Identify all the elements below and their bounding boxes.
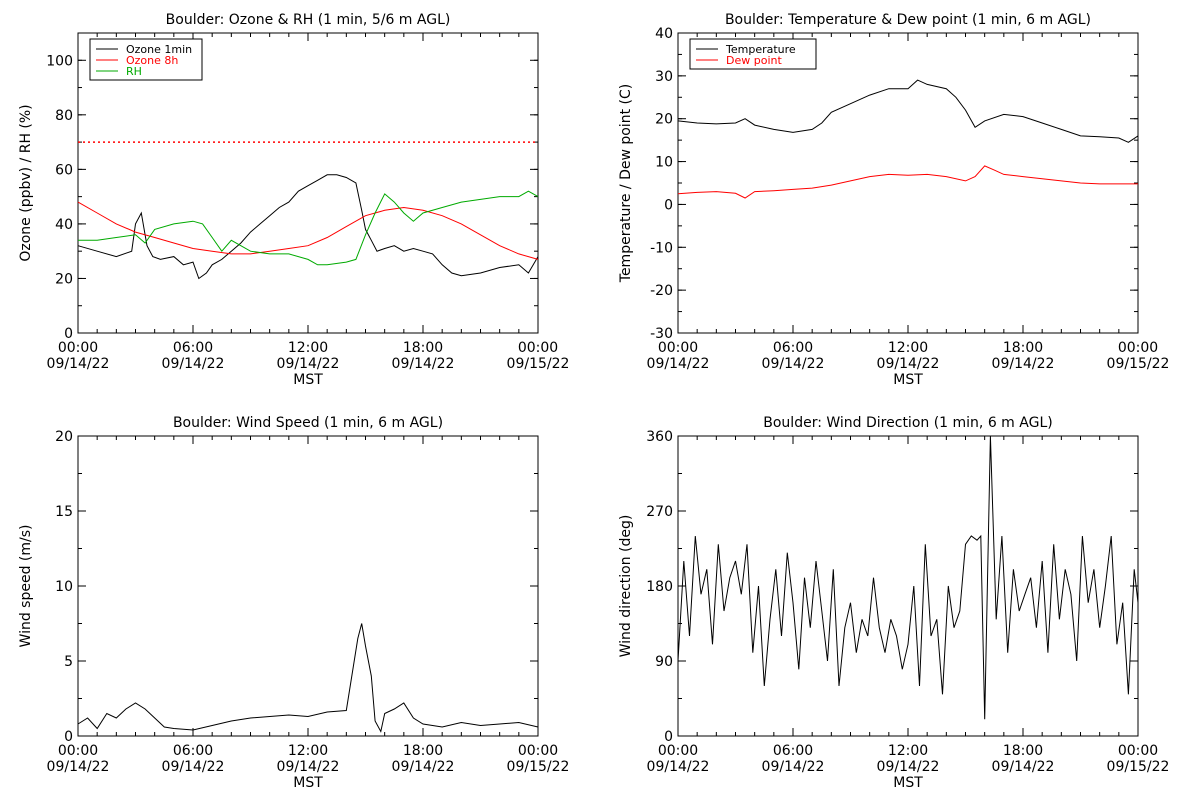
- x-tick-date-label: 09/15/22: [507, 759, 570, 775]
- y-tick-label: 10: [655, 155, 673, 171]
- y-tick-label: -30: [650, 326, 673, 342]
- y-tick-label: 360: [646, 429, 673, 445]
- x-tick-date-label: 09/14/22: [277, 356, 340, 372]
- x-tick-date-label: 09/14/22: [392, 759, 455, 775]
- ozone-panel: Boulder: Ozone & RH (1 min, 5/6 m AGL) 0 2…: [18, 12, 569, 388]
- x-tick-label: 00:00: [58, 743, 98, 759]
- x-tick-date-label: 09/14/22: [47, 759, 110, 775]
- y-axis-label: Temperature / Dew point (C): [618, 84, 634, 283]
- x-tick-label: 06:00: [173, 743, 213, 759]
- x-tick-date-label: 09/14/22: [47, 356, 110, 372]
- legend-box: [689, 38, 817, 70]
- x-tick-label: 06:00: [773, 743, 813, 759]
- x-tick-date-label: 09/14/22: [992, 356, 1055, 372]
- series-line-wdir: [677, 435, 1139, 720]
- y-tick-label: 10: [55, 579, 73, 595]
- y-tick-label: 100: [46, 53, 73, 69]
- x-axis-label: MST: [293, 775, 323, 791]
- plot-frame: [77, 435, 539, 737]
- x-tick-label: 00:00: [518, 340, 558, 356]
- y-tick-label: 20: [55, 429, 73, 445]
- x-tick-label: 12:00: [888, 340, 928, 356]
- y-axis-label: Wind speed (m/s): [18, 525, 34, 648]
- y-tick-label: 0: [64, 326, 73, 342]
- series-line-ozone-8h: [77, 201, 539, 260]
- y-axis-label: Ozone (ppbv) / RH (%): [18, 104, 34, 261]
- x-tick-label: 18:00: [1003, 340, 1043, 356]
- x-tick-label: 06:00: [773, 340, 813, 356]
- legend-entry: Ozone 1min: [126, 43, 192, 56]
- legend-entry: Ozone 8h: [126, 54, 178, 67]
- y-tick-label: 180: [646, 579, 673, 595]
- x-tick-date-label: 09/14/22: [392, 356, 455, 372]
- x-tick-label: 00:00: [1118, 743, 1158, 759]
- x-tick-label: 18:00: [1003, 743, 1043, 759]
- x-tick-date-label: 09/14/22: [877, 759, 940, 775]
- series-line-wspd: [77, 623, 539, 733]
- legend-box: [89, 38, 203, 81]
- y-tick-label: 30: [655, 69, 673, 85]
- y-tick-label: 5: [64, 654, 73, 670]
- chart-title: Boulder: Ozone & RH (1 min, 5/6 m AGL): [166, 12, 451, 28]
- y-tick-label: 270: [646, 504, 673, 520]
- x-tick-label: 12:00: [288, 743, 328, 759]
- series-line-temperature: [677, 79, 1139, 143]
- x-tick-label: 00:00: [658, 340, 698, 356]
- x-tick-label: 00:00: [518, 743, 558, 759]
- x-tick-date-label: 09/14/22: [277, 759, 340, 775]
- y-tick-label: 20: [655, 112, 673, 128]
- legend-entry: RH: [126, 65, 142, 78]
- series-line-rh: [78, 190, 539, 266]
- y-tick-label: -20: [650, 283, 673, 299]
- y-tick-label: 20: [55, 271, 73, 287]
- x-tick-label: 12:00: [288, 340, 328, 356]
- y-tick-label: 90: [655, 654, 673, 670]
- y-tick-label: 0: [64, 729, 73, 745]
- x-tick-date-label: 09/15/22: [1107, 759, 1170, 775]
- x-tick-date-label: 09/14/22: [992, 759, 1055, 775]
- y-tick-label: 40: [55, 217, 73, 233]
- temp-panel: Boulder: Temperature & Dew point (1 min,…: [618, 12, 1169, 388]
- x-tick-label: 00:00: [1118, 340, 1158, 356]
- chart-title: Boulder: Wind Speed (1 min, 6 m AGL): [173, 415, 443, 431]
- x-tick-label: 12:00: [888, 743, 928, 759]
- y-tick-label: 0: [664, 729, 673, 745]
- y-tick-label: 0: [664, 197, 673, 213]
- y-tick-label: -10: [650, 240, 673, 256]
- series-line-dew-point: [677, 165, 1138, 199]
- x-axis-label: MST: [293, 372, 323, 388]
- x-tick-label: 18:00: [403, 340, 443, 356]
- plot-frame: [677, 32, 1139, 334]
- y-tick-label: 80: [55, 108, 73, 124]
- x-tick-date-label: 09/14/22: [877, 356, 940, 372]
- y-tick-label: 15: [55, 504, 73, 520]
- x-tick-date-label: 09/14/22: [162, 356, 225, 372]
- wdir-panel: Boulder: Wind Direction (1 min, 6 m AGL)…: [618, 415, 1169, 791]
- x-axis-label: MST: [893, 372, 923, 388]
- series-line-ozone-1min: [77, 174, 539, 280]
- x-tick-label: 00:00: [58, 340, 98, 356]
- x-tick-date-label: 09/14/22: [647, 356, 710, 372]
- y-axis-label: Wind direction (deg): [618, 515, 634, 658]
- x-tick-date-label: 09/15/22: [507, 356, 570, 372]
- x-tick-date-label: 09/14/22: [762, 759, 825, 775]
- x-tick-label: 00:00: [658, 743, 698, 759]
- x-tick-date-label: 09/15/22: [1107, 356, 1170, 372]
- x-tick-label: 18:00: [403, 743, 443, 759]
- chart-title: Boulder: Wind Direction (1 min, 6 m AGL): [763, 415, 1052, 431]
- x-tick-date-label: 09/14/22: [647, 759, 710, 775]
- x-tick-date-label: 09/14/22: [762, 356, 825, 372]
- chart-title: Boulder: Temperature & Dew point (1 min,…: [725, 12, 1091, 28]
- y-tick-label: 60: [55, 162, 73, 178]
- legend-entry: Temperature: [725, 43, 796, 56]
- x-tick-label: 06:00: [173, 340, 213, 356]
- x-tick-date-label: 09/14/22: [162, 759, 225, 775]
- legend-entry: Dew point: [726, 54, 782, 67]
- x-axis-label: MST: [893, 775, 923, 791]
- wspd-panel: Boulder: Wind Speed (1 min, 6 m AGL) 0 5 10…: [18, 415, 569, 791]
- y-tick-label: 40: [655, 26, 673, 42]
